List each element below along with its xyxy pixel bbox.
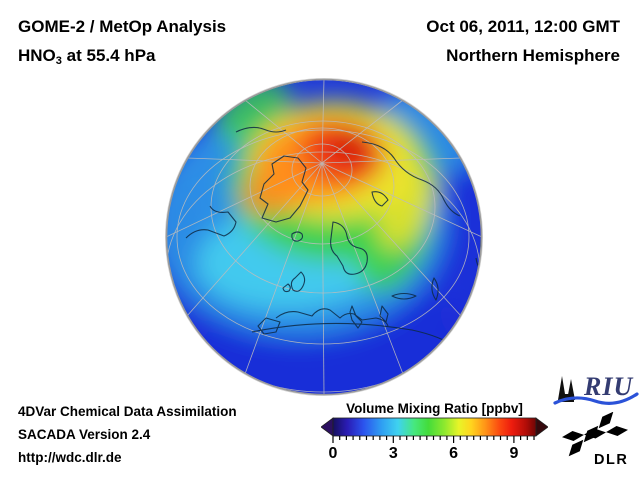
coast-scandinavia <box>330 221 368 275</box>
coast-alaska-chukotka <box>235 126 287 133</box>
url-label: http://wdc.dlr.de <box>18 450 122 465</box>
colorbar-tick-label: 0 <box>329 445 338 462</box>
assimilation-label: 4DVar Chemical Data Assimilation <box>18 404 237 419</box>
colorbar-tick-label: 3 <box>389 445 398 462</box>
coast-iberia <box>257 317 281 335</box>
coast-siberia <box>361 141 461 217</box>
colorbar-legend: Volume Mixing Ratio [ppbv] 0 3 6 9 <box>320 401 549 467</box>
coast-canada <box>185 205 237 239</box>
globe-limb <box>165 78 483 396</box>
coast-greece <box>379 305 389 323</box>
colorbar-right-arrow <box>535 417 549 437</box>
field-blob <box>330 132 370 164</box>
coast-novaya-zemlya <box>371 191 389 207</box>
colorbar-tick-labels: 0 3 6 9 <box>329 445 519 462</box>
colorbar-gradient-bar <box>332 417 537 437</box>
graticule-grid <box>167 80 481 394</box>
meridian-lines <box>167 80 481 394</box>
field-blob <box>377 166 435 250</box>
coast-iceland <box>291 231 304 242</box>
species-level-title: HNO3 at 55.4 hPa <box>18 46 156 68</box>
hemisphere-label: Northern Hemisphere <box>446 46 620 65</box>
dlr-logo: DLR <box>556 411 640 480</box>
coast-europe-mediterranean <box>275 308 389 327</box>
coast-north-africa <box>251 322 459 349</box>
coast-east-asia <box>475 195 481 270</box>
version-label: SACADA Version 2.4 <box>18 427 151 442</box>
coast-italy <box>349 305 363 329</box>
title-block-left: GOME-2 / MetOp Analysis HNO3 at 55.4 hPa <box>18 12 226 76</box>
title-block-right: Oct 06, 2011, 12:00 GMT Northern Hemisph… <box>426 12 620 70</box>
coast-black-sea <box>391 292 417 300</box>
riu-logo: RIU <box>552 370 640 414</box>
globe-ocean-base <box>167 80 481 394</box>
dlr-star-icon <box>562 411 628 457</box>
colorbar-ticks <box>332 436 535 443</box>
mixing-ratio-field <box>167 80 481 394</box>
credit-block: 4DVar Chemical Data Assimilation SACADA … <box>18 400 237 469</box>
colorbar-tick-label: 6 <box>449 445 458 462</box>
rhine-wave-icon <box>553 392 639 405</box>
coast-greenland <box>259 155 309 223</box>
date-time-label: Oct 06, 2011, 12:00 GMT <box>426 17 620 36</box>
field-blob <box>256 117 380 203</box>
field-blob <box>378 85 481 175</box>
field-blob <box>425 155 481 345</box>
field-blob <box>242 153 324 215</box>
colorbar-left-arrow <box>320 417 334 437</box>
field-blob <box>214 80 290 143</box>
colorbar-scale: 0 3 6 9 <box>320 417 549 462</box>
analysis-title: GOME-2 / MetOp Analysis <box>18 17 227 36</box>
globe-limb-ring <box>165 78 483 396</box>
field-blob <box>230 102 438 262</box>
riu-logo-text: RIU <box>584 372 634 401</box>
field-blob <box>167 107 446 337</box>
coast-caspian-sea <box>431 277 439 301</box>
colorbar-tick-label: 9 <box>509 445 518 462</box>
coastlines <box>185 126 481 349</box>
dlr-logo-text: DLR <box>594 452 629 468</box>
field-blob <box>250 104 418 220</box>
field-blob <box>196 205 396 311</box>
field-blob <box>301 119 385 185</box>
colorbar-title: Volume Mixing Ratio [ppbv] <box>346 401 523 416</box>
field-blob <box>353 178 431 292</box>
field-blob <box>167 185 217 355</box>
coast-britain <box>282 271 306 293</box>
